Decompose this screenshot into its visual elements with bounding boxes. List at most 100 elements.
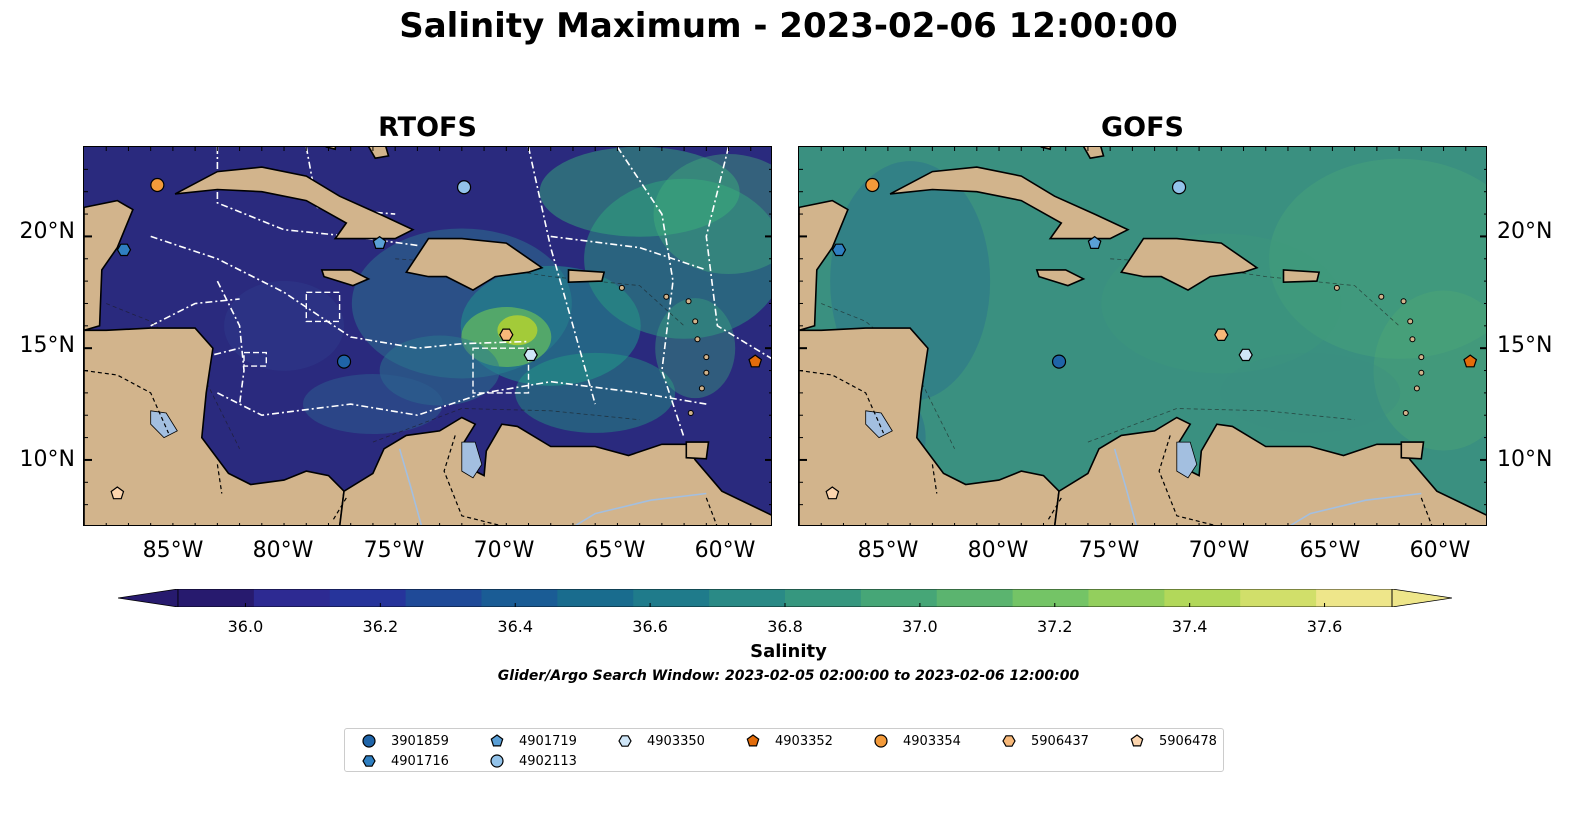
country-border — [84, 369, 170, 434]
salinity-patch — [655, 298, 736, 399]
legend-label: 5906478 — [1159, 733, 1217, 749]
zone-boundary — [243, 351, 268, 367]
colorbar-tick-label: 37.2 — [1036, 617, 1073, 636]
colorbar-extend-high — [1391, 588, 1453, 608]
lon-label-rtofs-75w: 75°W — [363, 538, 425, 563]
pentagon-marker-icon — [1130, 734, 1144, 747]
lat-label-left-15n: 15°N — [19, 333, 75, 358]
lat-label-right-15n: 15°N — [1497, 333, 1553, 358]
legend-item: 5906478 — [1129, 733, 1217, 749]
lat-label-left-10n: 10°N — [19, 447, 75, 472]
search-window-caption: Glider/Argo Search Window: 2023-02-05 02… — [497, 668, 1080, 684]
colorbar-tick-label: 36.6 — [632, 617, 668, 636]
eez-boundary — [217, 380, 707, 417]
eez-boundary — [150, 235, 529, 350]
eez-boundary — [527, 147, 596, 405]
country-border — [931, 464, 938, 494]
float-marker-3901859 — [1051, 354, 1067, 369]
float-marker-4903352 — [1463, 354, 1478, 368]
land-small-island — [703, 369, 710, 376]
lon-label-rtofs-65w: 65°W — [584, 538, 646, 563]
colorbar-segment — [1088, 589, 1165, 607]
colorbar-segment — [936, 589, 1014, 607]
float-marker-4903354 — [150, 177, 165, 193]
legend-item: 3901859 — [361, 733, 449, 749]
river — [398, 448, 423, 525]
pentagon-marker-icon — [746, 734, 760, 747]
legend-marker-3901859 — [362, 734, 376, 748]
colorbar-segment — [481, 589, 558, 607]
lake-maracaibo — [1176, 441, 1198, 479]
land-small-island — [694, 336, 701, 343]
colorbar-label: Salinity — [750, 641, 827, 662]
colorbar-tick-label: 36.4 — [497, 617, 534, 636]
float-marker-4901716 — [116, 243, 132, 257]
colorbar-tick-label: 37.0 — [902, 617, 938, 636]
colorbar-segment — [1316, 589, 1393, 607]
lat-label-left-20n: 20°N — [19, 219, 75, 244]
colorbar-segment — [405, 589, 482, 607]
legend-label: 3901859 — [391, 733, 449, 749]
figure-title: Salinity Maximum - 2023-02-06 12:00:00 — [399, 6, 1178, 46]
land-trinidad — [685, 441, 710, 460]
float-marker-4903352 — [748, 354, 763, 368]
legend-marker-4901716 — [362, 755, 376, 767]
land-small-island — [618, 284, 625, 291]
colorbar-segment — [557, 589, 634, 607]
float-marker-4902113 — [1171, 180, 1187, 195]
salinity-patch — [584, 178, 771, 339]
land-bahamas-b — [367, 147, 390, 160]
lon-label-rtofs-80w: 80°W — [252, 538, 314, 563]
salinity-patch — [653, 154, 771, 275]
land-small-island — [1409, 336, 1416, 343]
lat-label-right-10n: 10°N — [1497, 447, 1553, 472]
float-marker-5906478 — [825, 486, 840, 500]
legend-label: 4903350 — [647, 733, 705, 749]
land-small-island — [1402, 410, 1409, 416]
colorbar-segment — [633, 589, 710, 607]
legend-item: 4903354 — [873, 733, 961, 749]
colorbar-segment — [860, 589, 938, 607]
colorbar-segment — [253, 589, 331, 607]
legend-marker-5906437 — [1002, 735, 1016, 747]
legend-label: 4901716 — [391, 753, 449, 769]
lon-label-gofs-85w: 85°W — [857, 538, 919, 563]
river — [1113, 448, 1138, 525]
legend-marker-4903354 — [874, 734, 888, 748]
lon-label-rtofs-85w: 85°W — [142, 538, 204, 563]
lon-label-gofs-80w: 80°W — [967, 538, 1029, 563]
zone-boundary — [305, 291, 341, 323]
hexagon-marker-icon — [618, 735, 632, 747]
land-small-island — [1333, 284, 1340, 291]
float-legend: 3901859 4901716 4901719 4902113 4903350 49033… — [344, 728, 1224, 772]
country-border — [443, 435, 501, 525]
salinity-patch — [1373, 290, 1486, 451]
panel-title-rtofs: RTOFS — [378, 112, 477, 143]
country-border — [1420, 497, 1433, 525]
land-hispaniola — [1119, 237, 1259, 292]
lon-label-gofs-60w: 60°W — [1409, 538, 1471, 563]
land-small-island — [663, 293, 670, 300]
colorbar-segment — [709, 589, 786, 607]
eez-boundary — [216, 280, 245, 405]
legend-marker-5906478 — [1130, 734, 1144, 747]
lon-label-gofs-70w: 70°W — [1188, 538, 1250, 563]
land-trinidad — [1400, 441, 1425, 460]
land-cuba — [889, 166, 1130, 240]
salinity-patch — [1269, 158, 1486, 359]
float-marker-4902113 — [456, 180, 472, 195]
zone-boundary — [472, 347, 530, 394]
circle-marker-icon — [362, 734, 376, 748]
country-border — [799, 369, 885, 434]
land-small-island — [685, 298, 692, 305]
pentagon-marker-icon — [490, 734, 504, 747]
colorbar-tick-label: 36.2 — [362, 617, 399, 636]
colorbar-segment — [1164, 589, 1241, 607]
country-border — [1158, 435, 1216, 525]
land-small-island — [1378, 293, 1385, 300]
legend-item: 4901716 — [361, 753, 449, 769]
lon-label-gofs-75w: 75°W — [1078, 538, 1140, 563]
float-marker-5906478 — [110, 486, 125, 500]
colorbar-tick-label: 37.6 — [1306, 617, 1343, 636]
land-hispaniola — [404, 237, 544, 292]
